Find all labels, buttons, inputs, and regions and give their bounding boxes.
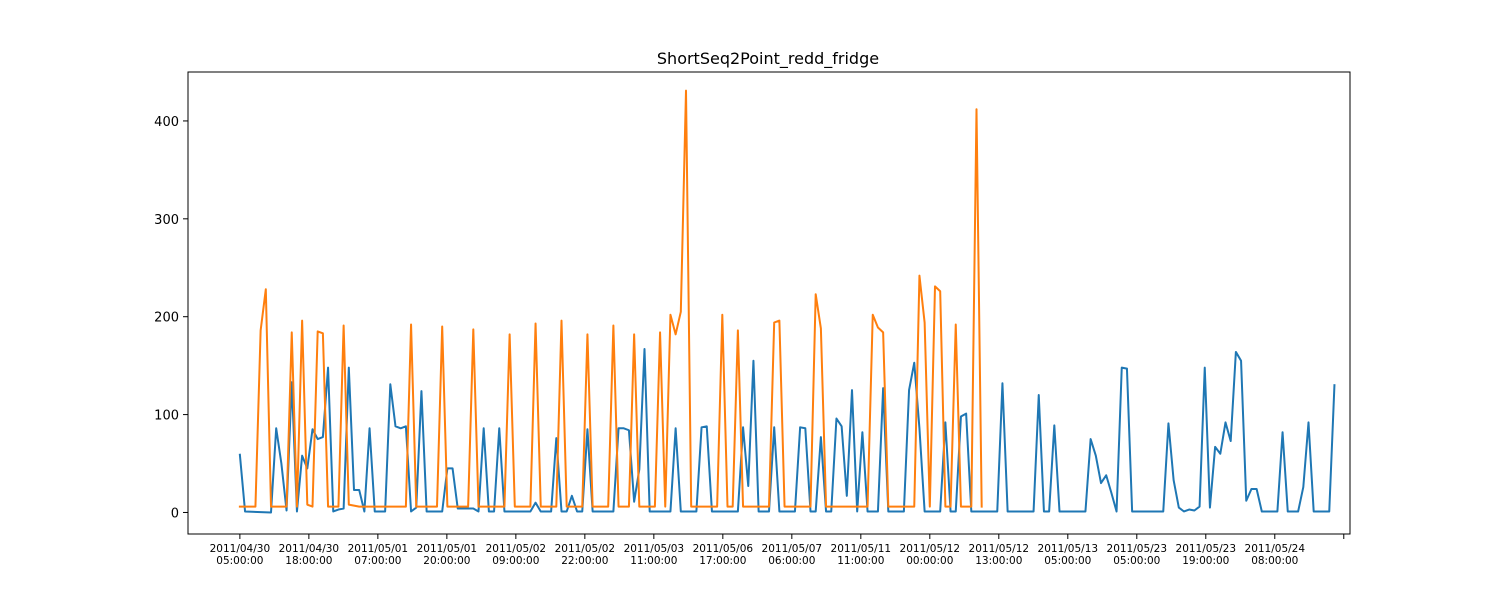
x-tick-label-date: 2011/04/30 <box>210 543 271 555</box>
y-tick-label: 0 <box>171 506 179 521</box>
y-tick-label: 300 <box>154 213 179 228</box>
x-tick-label-date: 2011/05/24 <box>1245 543 1306 555</box>
x-tick-label-date: 2011/05/23 <box>1176 543 1237 555</box>
x-tick-label-time: 09:00:00 <box>492 555 539 567</box>
x-tick-label-time: 20:00:00 <box>423 555 470 567</box>
x-tick-label-date: 2011/04/30 <box>279 543 340 555</box>
x-tick-label-time: 11:00:00 <box>837 555 884 567</box>
x-tick-label-date: 2011/05/03 <box>624 543 685 555</box>
x-tick-label-time: 13:00:00 <box>975 555 1022 567</box>
x-tick-label-time: 17:00:00 <box>699 555 746 567</box>
x-tick-label-date: 2011/05/11 <box>831 543 892 555</box>
x-tick-label-time: 07:00:00 <box>354 555 401 567</box>
x-tick-label-time: 08:00:00 <box>1251 555 1298 567</box>
y-tick-label: 200 <box>154 311 179 326</box>
x-tick-label-time: 06:00:00 <box>768 555 815 567</box>
x-tick-label-date: 2011/05/02 <box>486 543 547 555</box>
x-tick-label-date: 2011/05/13 <box>1038 543 1099 555</box>
x-tick-label-date: 2011/05/07 <box>762 543 823 555</box>
x-tick-label-time: 00:00:00 <box>906 555 953 567</box>
x-tick-label-time: 05:00:00 <box>216 555 263 567</box>
x-tick-label-date: 2011/05/12 <box>969 543 1030 555</box>
x-tick-label-date: 2011/05/01 <box>348 543 409 555</box>
x-tick-label-date: 2011/05/12 <box>900 543 961 555</box>
x-tick-label-time: 19:00:00 <box>1182 555 1229 567</box>
x-tick-label-time: 18:00:00 <box>285 555 332 567</box>
x-tick-label-date: 2011/05/01 <box>417 543 478 555</box>
x-tick-label-time: 05:00:00 <box>1113 555 1160 567</box>
x-tick-label-time: 22:00:00 <box>561 555 608 567</box>
x-tick-label-time: 11:00:00 <box>630 555 677 567</box>
x-tick-label-date: 2011/05/06 <box>693 543 754 555</box>
y-tick-label: 400 <box>154 115 179 130</box>
x-tick-label-time: 05:00:00 <box>1044 555 1091 567</box>
x-tick-label-date: 2011/05/02 <box>555 543 616 555</box>
y-tick-label: 100 <box>154 409 179 424</box>
x-tick-label-date: 2011/05/23 <box>1107 543 1168 555</box>
chart-title: ShortSeq2Point_redd_fridge <box>657 49 879 69</box>
